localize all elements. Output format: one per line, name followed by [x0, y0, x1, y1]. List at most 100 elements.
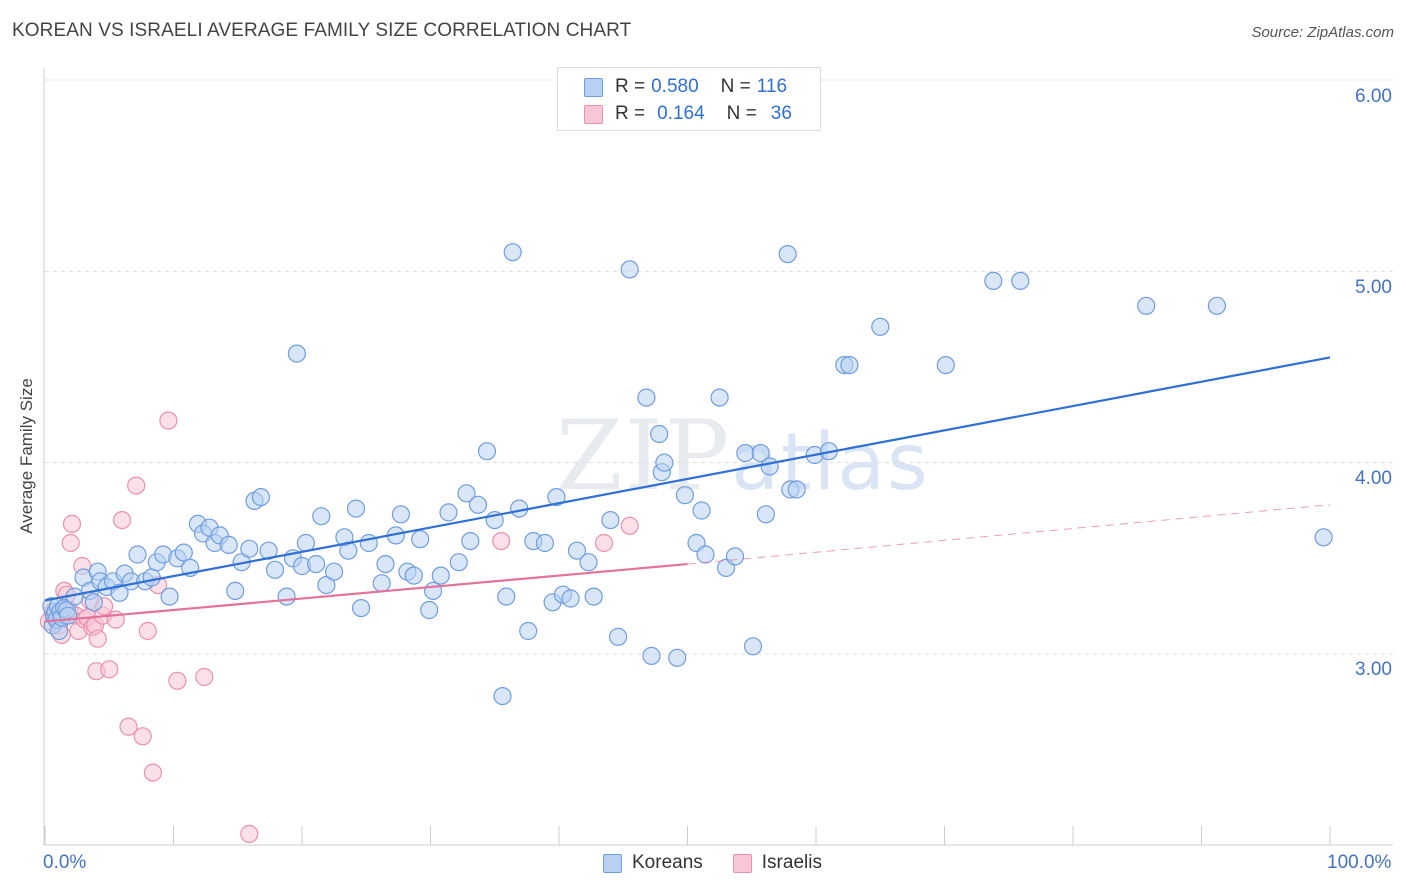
korean-point [411, 530, 430, 549]
israelis-swatch [584, 104, 603, 124]
israelis-trend-line [44, 562, 688, 623]
korean-point [620, 260, 639, 279]
israeli-point [88, 629, 107, 648]
korean-point [84, 593, 103, 612]
korean-point [1314, 528, 1333, 547]
legend-label-israelis: Israelis [761, 852, 822, 873]
korean-point [449, 553, 468, 572]
korean-point [439, 503, 458, 522]
korean-point [601, 510, 620, 530]
korean-point [240, 539, 259, 558]
korean-point [325, 562, 344, 581]
legend-row-israelis: R = 0.164 N = 36 [584, 103, 792, 125]
korean-point [984, 271, 1003, 290]
source-attribution: Source: ZipAtlas.com [1251, 24, 1394, 41]
korean-point [637, 388, 656, 407]
korean-point [751, 444, 770, 463]
correlation-legend: R = 0.580 N = 116 R = 0.164 N = 36 [557, 67, 821, 131]
israeli-point [195, 667, 214, 687]
korean-point [457, 484, 476, 503]
legend-n-label: N = [726, 103, 757, 124]
israeli-point [594, 533, 614, 553]
trend-layer [44, 356, 1331, 623]
korean-point [642, 646, 661, 666]
korean-point [725, 547, 745, 566]
korean-point [840, 356, 859, 375]
chart-title: KOREAN VS ISRAELI AVERAGE FAMILY SIZE CO… [12, 20, 632, 41]
legend-item-koreans[interactable]: Koreans [603, 852, 703, 874]
korean-point [756, 505, 776, 524]
israeli-point [119, 717, 138, 736]
legend-n-value: 36 [770, 103, 792, 124]
israelis-trend-extension [687, 504, 1331, 565]
korean-point [1011, 271, 1030, 290]
x-tick-0: 0.0% [43, 852, 87, 873]
korean-point [352, 598, 371, 618]
korean-point [710, 388, 729, 407]
israeli-point [61, 533, 80, 553]
korean-point [497, 587, 516, 606]
axis-layer [43, 68, 1393, 846]
korean-point [584, 587, 603, 606]
israeli-point [133, 727, 152, 746]
korean-point [493, 686, 512, 706]
korean-point [696, 545, 715, 564]
legend-item-israelis[interactable]: Israelis [732, 852, 822, 874]
korean-point [346, 499, 366, 518]
series-legend: Koreans Israelis [603, 852, 852, 874]
korean-point [391, 505, 410, 524]
korean-point [608, 627, 628, 646]
korean-point [312, 507, 331, 526]
korean-point [535, 533, 555, 553]
legend-n-label: N = [720, 76, 751, 97]
koreans-points [42, 243, 1333, 706]
korean-point [787, 480, 806, 499]
korean-point [174, 543, 193, 562]
korean-point [372, 574, 391, 593]
watermark-zip: ZIP [556, 400, 732, 512]
korean-point [404, 566, 423, 585]
y-axis-label: Average Family Size [17, 378, 36, 534]
korean-point [579, 553, 598, 572]
korean-point [110, 583, 129, 602]
y-tick-4: 4.00 [1355, 468, 1392, 489]
korean-point [567, 541, 587, 560]
korean-point [142, 568, 161, 587]
koreans-swatch [584, 77, 603, 97]
israelis-points [39, 411, 639, 844]
korean-point [650, 424, 669, 444]
korean-point [936, 356, 955, 375]
korean-point [1137, 296, 1156, 315]
legend-r-label: R = [615, 76, 646, 97]
israeli-point [143, 763, 162, 782]
korean-point [265, 560, 285, 579]
korean-point [668, 648, 687, 667]
koreans-trend-line [44, 356, 1331, 602]
korean-point [317, 575, 336, 595]
korean-point [461, 531, 480, 551]
korean-point [477, 442, 497, 461]
korean-point [424, 581, 443, 601]
y-tick-5: 5.00 [1355, 277, 1392, 298]
korean-point [778, 245, 797, 264]
korean-point [1207, 296, 1227, 315]
legend-label-koreans: Koreans [632, 852, 703, 873]
y-tick-3: 3.00 [1355, 659, 1392, 680]
israeli-point [138, 621, 157, 641]
korean-point [675, 486, 695, 505]
israeli-point [168, 671, 187, 690]
korean-point [160, 587, 179, 606]
korean-point [420, 600, 439, 620]
korean-point [760, 457, 779, 476]
korean-point [376, 554, 395, 574]
y-tick-6: 6.00 [1355, 86, 1392, 107]
israeli-point [159, 411, 178, 430]
israeli-point [127, 476, 146, 495]
korean-point [871, 317, 890, 336]
korean-point [468, 495, 488, 514]
korean-point [519, 621, 538, 641]
korean-point [307, 554, 326, 574]
korean-point [219, 535, 238, 555]
korean-point [287, 344, 306, 363]
